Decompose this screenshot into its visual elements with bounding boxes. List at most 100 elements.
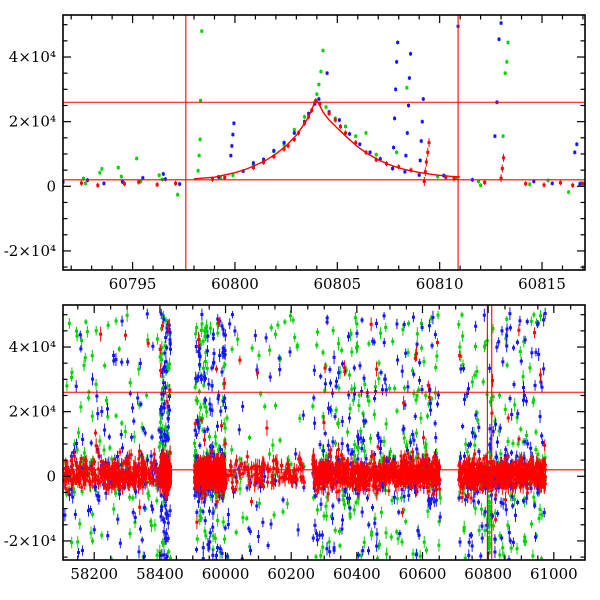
data-point — [225, 416, 229, 420]
data-point — [494, 467, 498, 471]
data-point — [131, 496, 135, 500]
data-point — [332, 355, 336, 359]
data-point — [200, 496, 204, 500]
data-point — [160, 412, 164, 416]
data-point — [411, 369, 415, 373]
data-point — [415, 342, 419, 346]
data-point — [425, 485, 429, 489]
data-point — [128, 495, 132, 499]
data-point — [508, 482, 512, 486]
data-point — [199, 466, 203, 470]
data-point — [546, 178, 550, 182]
data-point — [426, 383, 430, 387]
data-point — [395, 409, 399, 413]
data-point — [207, 435, 211, 439]
data-point — [214, 503, 218, 507]
data-point — [275, 463, 279, 467]
data-point — [69, 487, 73, 491]
data-point — [200, 469, 204, 473]
data-point — [533, 471, 537, 475]
data-point — [505, 480, 509, 484]
data-point — [367, 479, 371, 483]
data-point — [377, 377, 381, 381]
data-point — [253, 334, 257, 338]
data-point — [243, 467, 247, 471]
data-point — [424, 548, 428, 552]
data-point — [315, 343, 319, 347]
data-point — [168, 331, 172, 335]
data-point — [266, 543, 270, 547]
data-point — [353, 316, 357, 320]
data-point — [403, 453, 407, 457]
data-point — [66, 478, 70, 482]
data-point — [373, 521, 377, 525]
data-point — [360, 446, 364, 450]
data-point — [383, 473, 387, 477]
data-point — [511, 485, 515, 489]
data-point — [325, 320, 329, 324]
data-point — [540, 513, 544, 517]
data-point — [494, 422, 498, 426]
x-tick-label: 60000 — [202, 565, 250, 583]
data-point — [106, 475, 110, 479]
data-point — [535, 462, 539, 466]
data-point — [372, 485, 376, 489]
data-point — [156, 477, 160, 481]
data-point — [470, 380, 474, 384]
data-point — [421, 97, 425, 101]
data-point — [225, 554, 229, 558]
data-point — [67, 475, 71, 479]
data-point — [69, 459, 73, 463]
data-point — [75, 441, 79, 445]
data-point — [457, 470, 461, 474]
data-point — [471, 457, 475, 461]
data-point — [230, 448, 234, 452]
data-point — [274, 404, 278, 408]
data-point — [205, 366, 209, 370]
data-point — [416, 529, 420, 533]
data-point — [335, 470, 339, 474]
data-point — [475, 466, 479, 470]
data-point — [357, 437, 361, 441]
data-point — [494, 493, 498, 497]
data-point — [558, 181, 562, 185]
data-point — [404, 461, 408, 465]
data-point — [474, 487, 478, 491]
data-point — [478, 479, 482, 483]
data-point — [197, 423, 201, 427]
data-point — [230, 144, 234, 148]
data-point — [491, 524, 495, 528]
data-point — [409, 456, 413, 460]
data-point — [364, 478, 368, 482]
data-point — [467, 457, 471, 461]
data-point — [358, 484, 362, 488]
data-point — [520, 463, 524, 467]
data-point — [374, 477, 378, 481]
data-point — [210, 494, 214, 498]
data-point — [493, 134, 497, 138]
data-point — [321, 415, 325, 419]
data-point — [251, 166, 255, 170]
data-point — [413, 474, 417, 478]
data-point — [160, 371, 164, 375]
y-tick-label: 0 — [46, 467, 56, 485]
data-point — [431, 477, 435, 481]
data-point — [272, 149, 276, 153]
data-point — [199, 418, 203, 422]
data-point — [534, 535, 538, 539]
data-point — [225, 474, 229, 478]
data-point — [314, 531, 318, 535]
data-point — [498, 426, 502, 430]
data-point — [438, 515, 442, 519]
data-point — [81, 460, 85, 464]
data-point — [197, 353, 201, 357]
data-point — [276, 323, 280, 327]
data-point — [362, 438, 366, 442]
data-point — [343, 479, 347, 483]
data-point — [531, 458, 535, 462]
data-point — [418, 158, 422, 162]
data-point — [359, 464, 363, 468]
data-point — [434, 365, 438, 369]
data-point — [483, 180, 487, 184]
data-point — [537, 352, 541, 356]
